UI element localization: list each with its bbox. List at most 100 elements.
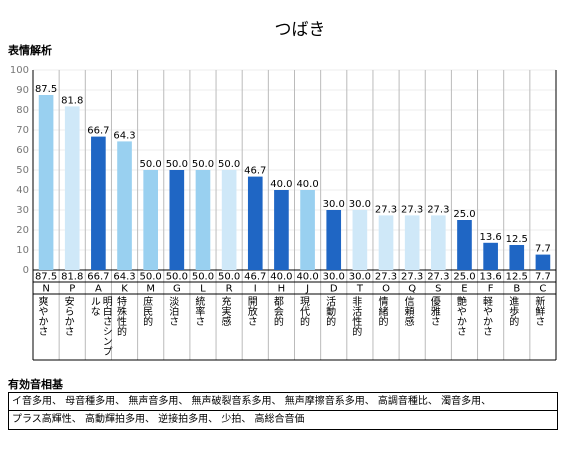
y-tick-label: 70 xyxy=(16,125,29,136)
table-value: 81.8 xyxy=(61,272,83,283)
table-value: 87.5 xyxy=(35,272,57,283)
x-tick-label: C xyxy=(539,284,546,295)
x-tick-label: J xyxy=(305,284,309,295)
value-label: 27.3 xyxy=(401,204,423,215)
bar xyxy=(117,141,132,270)
chart-title: つばき xyxy=(275,20,326,40)
x-tick-label: R xyxy=(226,284,233,295)
y-tick-label: 30 xyxy=(16,205,29,216)
value-label: 64.3 xyxy=(113,130,135,141)
x-tick-label: S xyxy=(435,284,441,295)
table-value: 66.7 xyxy=(87,272,109,283)
description: 新鮮さ xyxy=(532,296,544,326)
description: 非活性的 xyxy=(349,296,361,336)
table-value: 30.0 xyxy=(323,272,345,283)
x-tick-label: M xyxy=(146,284,155,295)
description: 優雅さ xyxy=(428,296,440,326)
table-value: 50.0 xyxy=(166,272,188,283)
bar xyxy=(221,170,237,270)
value-label: 13.6 xyxy=(479,232,501,243)
x-tick-label: T xyxy=(356,284,364,295)
y-tick-label: 20 xyxy=(16,225,29,236)
description: 活動的 xyxy=(323,296,335,326)
x-tick-label: L xyxy=(200,284,206,295)
y-tick-label: 40 xyxy=(16,185,29,196)
value-label: 50.0 xyxy=(192,159,214,170)
x-tick-label: D xyxy=(330,284,338,295)
bar xyxy=(143,170,158,270)
description: 現代的 xyxy=(297,296,309,326)
value-label: 12.5 xyxy=(506,234,528,245)
value-label: 50.0 xyxy=(140,159,162,170)
y-tick-label: 80 xyxy=(16,105,29,116)
x-tick-label: N xyxy=(42,284,49,295)
table-value: 50.0 xyxy=(140,272,162,283)
table-value: 13.6 xyxy=(479,272,501,283)
bar xyxy=(300,190,315,270)
table-value: 40.0 xyxy=(270,272,292,283)
description: 特殊性的 xyxy=(114,296,126,336)
x-tick-label: F xyxy=(488,284,494,295)
description: 軽やかさ xyxy=(480,296,492,336)
y-tick-label: 0 xyxy=(23,265,29,276)
x-tick-label: A xyxy=(95,284,102,295)
chart-subtitle: 表情解析 xyxy=(7,43,52,57)
x-tick-label: P xyxy=(69,284,75,295)
section-title: 有効音相基 xyxy=(8,378,63,391)
description: 安らかさ xyxy=(62,296,74,336)
x-tick-label: Q xyxy=(408,284,416,295)
table-value: 12.5 xyxy=(506,272,528,283)
y-tick-label: 100 xyxy=(10,65,29,76)
value-label: 40.0 xyxy=(296,179,318,190)
bar xyxy=(326,210,342,270)
x-tick-label: H xyxy=(278,284,286,295)
description: 進歩的 xyxy=(506,296,518,326)
description: 情緒的 xyxy=(375,296,387,326)
bar xyxy=(195,170,211,270)
value-label: 87.5 xyxy=(35,84,57,95)
value-label: 27.3 xyxy=(375,204,397,215)
x-tick-label: O xyxy=(382,284,390,295)
table-value: 27.3 xyxy=(401,272,423,283)
table-value: 7.7 xyxy=(535,272,551,283)
table-value: 27.3 xyxy=(427,272,449,283)
bar xyxy=(457,220,472,270)
bar xyxy=(247,176,263,270)
table-value: 27.3 xyxy=(375,272,397,283)
value-label: 46.7 xyxy=(244,166,266,177)
table-value: 25.0 xyxy=(453,272,475,283)
description: 都会的 xyxy=(271,296,283,326)
table-value: 50.0 xyxy=(218,272,240,283)
value-label: 7.7 xyxy=(535,244,551,255)
description: 統率さ xyxy=(192,296,204,326)
value-label: 25.0 xyxy=(453,209,475,220)
table-value: 46.7 xyxy=(244,272,266,283)
value-label: 30.0 xyxy=(323,199,345,210)
section-box: イ音多用、 母音種多用、 無声音多用、 無声破裂音系多用、 無声摩擦音系多用、 … xyxy=(8,392,558,430)
y-tick-label: 60 xyxy=(16,145,29,156)
table-value: 30.0 xyxy=(349,272,371,283)
description: 明白さシンプルな xyxy=(88,296,112,356)
description: 艶やかさ xyxy=(454,296,466,336)
bar xyxy=(352,210,368,270)
x-tick-label: G xyxy=(173,284,181,295)
bar xyxy=(38,95,54,270)
value-label: 50.0 xyxy=(166,159,188,170)
bar xyxy=(535,254,551,270)
y-tick-label: 90 xyxy=(16,85,29,96)
table-value: 40.0 xyxy=(296,272,318,283)
value-label: 40.0 xyxy=(270,179,292,190)
y-tick-label: 10 xyxy=(16,245,29,256)
x-tick-label: E xyxy=(461,284,467,295)
x-tick-label: B xyxy=(513,284,520,295)
bar xyxy=(64,106,80,271)
description: 信頼感 xyxy=(402,296,414,326)
table-value: 50.0 xyxy=(192,272,214,283)
description: 充実感 xyxy=(219,296,231,326)
bar xyxy=(509,245,525,270)
table-value: 64.3 xyxy=(113,272,135,283)
value-label: 30.0 xyxy=(349,199,371,210)
bar xyxy=(483,242,498,270)
value-label: 27.3 xyxy=(427,204,449,215)
